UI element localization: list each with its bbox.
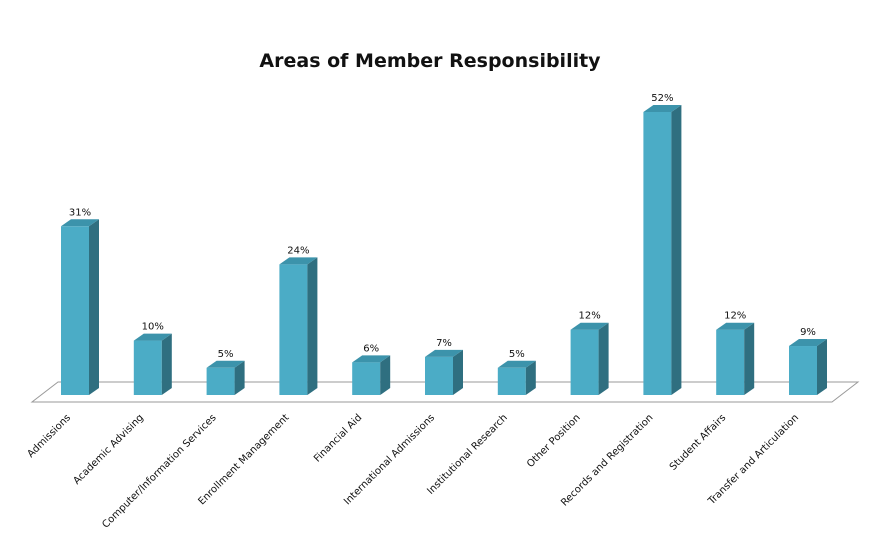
bar bbox=[643, 105, 682, 395]
category-label: Academic Advising bbox=[71, 412, 146, 487]
data-label: 12% bbox=[724, 311, 746, 322]
category-label: Admissions bbox=[25, 412, 73, 460]
category-label: Other Position bbox=[525, 412, 583, 470]
bar bbox=[570, 322, 609, 395]
data-label: 5% bbox=[218, 349, 234, 360]
bar bbox=[425, 349, 463, 395]
bar bbox=[497, 360, 536, 395]
data-label: 7% bbox=[436, 338, 452, 349]
chart-title: Areas of Member Responsibility bbox=[259, 50, 601, 72]
category-label: Financial Aid bbox=[312, 412, 364, 464]
bar bbox=[716, 322, 755, 395]
bar bbox=[133, 333, 172, 395]
bar bbox=[279, 257, 318, 395]
bar bbox=[206, 360, 245, 395]
category-label: Student Affairs bbox=[668, 412, 728, 472]
data-label: 6% bbox=[363, 343, 379, 354]
data-label: 9% bbox=[800, 327, 816, 338]
data-label: 10% bbox=[142, 322, 164, 333]
data-label: 12% bbox=[578, 311, 600, 322]
data-label: 5% bbox=[509, 349, 525, 360]
category-label: Institutional Research bbox=[425, 412, 510, 497]
bar bbox=[61, 219, 99, 395]
data-label: 52% bbox=[651, 93, 673, 104]
bar bbox=[352, 355, 391, 395]
data-label: 31% bbox=[69, 207, 91, 218]
category-label: Computer/Information Services bbox=[100, 412, 218, 530]
bar bbox=[789, 339, 827, 395]
data-label: 24% bbox=[287, 245, 309, 256]
